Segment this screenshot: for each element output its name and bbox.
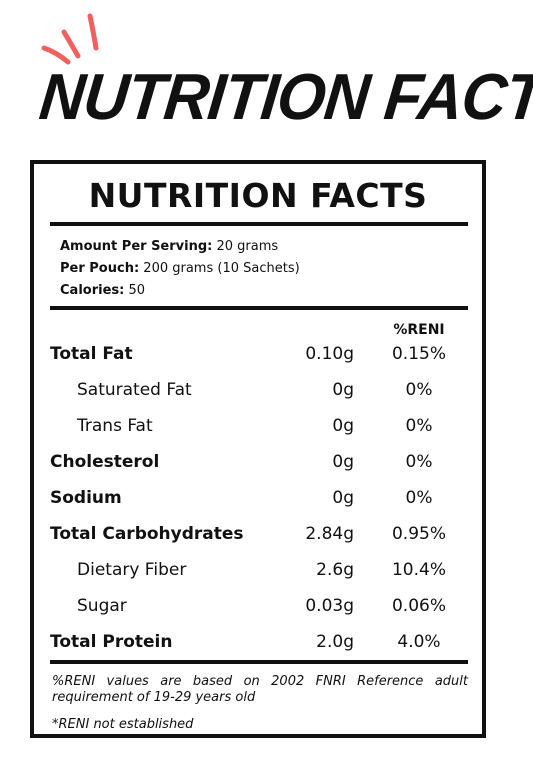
- nutrient-reni: 0%: [405, 416, 433, 436]
- nutrient-reni: 4.0%: [397, 632, 441, 652]
- nutrient-name: Total Carbohydrates: [50, 524, 244, 544]
- nutrient-reni: 0%: [405, 488, 433, 508]
- calories: Calories: 50: [60, 282, 145, 300]
- nutrient-amount: 0.03g: [305, 596, 354, 616]
- nutrient-row: Trans Fat 0g 0%: [34, 413, 482, 439]
- nutrient-amount: 2.84g: [305, 524, 354, 544]
- nutrient-amount: 0g: [332, 380, 354, 400]
- amount-per-serving: Amount Per Serving: 20 grams: [60, 238, 278, 256]
- nutrient-row: Sugar 0.03g 0.06%: [34, 593, 482, 619]
- brush-heading: NUTRITION FACTS: [36, 61, 533, 134]
- nutrient-reni: 10.4%: [391, 560, 446, 580]
- per-pouch-value: 200 grams (10 Sachets): [143, 261, 300, 276]
- meta-divider: [50, 306, 468, 310]
- reni-footnote: %RENI values are based on 2002 FNRI Refe…: [52, 674, 468, 705]
- per-pouch-label: Per Pouch:: [60, 261, 140, 276]
- nutrient-row: Total Carbohydrates 2.84g 0.95%: [34, 521, 482, 547]
- nutrient-row: Sodium 0g 0%: [34, 485, 482, 511]
- nutrient-amount: 0g: [332, 452, 354, 472]
- nutrient-row: Total Protein 2.0g 4.0%: [34, 629, 482, 655]
- amount-per-serving-label: Amount Per Serving:: [60, 239, 213, 254]
- nutrient-name: Total Fat: [50, 344, 133, 364]
- nutrient-name: Cholesterol: [50, 452, 160, 472]
- nutrient-reni: 0%: [405, 380, 433, 400]
- nutrient-amount: 2.0g: [316, 632, 354, 652]
- nutrient-reni: 0.06%: [391, 596, 446, 616]
- nutrient-amount: 0g: [332, 416, 354, 436]
- nutrient-reni: 0.95%: [391, 524, 446, 544]
- nutrient-name: Saturated Fat: [77, 380, 192, 400]
- nutrient-name: Sugar: [77, 596, 127, 616]
- nutrient-amount: 0g: [332, 488, 354, 508]
- nutrient-row: Total Fat 0.10g 0.15%: [34, 341, 482, 367]
- nutrient-row: Cholesterol 0g 0%: [34, 449, 482, 475]
- nutrient-reni: 0.15%: [391, 344, 446, 364]
- nutrient-name: Dietary Fiber: [77, 560, 187, 580]
- nutrition-facts-panel: NUTRITION FACTS Amount Per Serving: 20 g…: [30, 160, 486, 738]
- calories-label: Calories:: [60, 283, 125, 298]
- nutrient-reni: 0%: [405, 452, 433, 472]
- footer-divider: [50, 660, 468, 664]
- title-divider: [50, 222, 468, 226]
- nutrient-name: Total Protein: [50, 632, 173, 652]
- panel-title: NUTRITION FACTS: [88, 176, 428, 215]
- nutrient-name: Trans Fat: [77, 416, 153, 436]
- calories-value: 50: [128, 283, 146, 298]
- nutrient-amount: 0.10g: [305, 344, 354, 364]
- nutrient-row: Saturated Fat 0g 0%: [34, 377, 482, 403]
- accent-marks-icon: [41, 13, 99, 65]
- nutrient-row: Dietary Fiber 2.6g 10.4%: [34, 557, 482, 583]
- reni-not-established-note: *RENI not established: [52, 717, 194, 732]
- nutrient-name: Sodium: [50, 488, 122, 508]
- nutrient-amount: 2.6g: [316, 560, 354, 580]
- per-pouch: Per Pouch: 200 grams (10 Sachets): [60, 260, 300, 278]
- reni-column-header: %RENI: [393, 322, 445, 338]
- amount-per-serving-value: 20 grams: [216, 239, 279, 254]
